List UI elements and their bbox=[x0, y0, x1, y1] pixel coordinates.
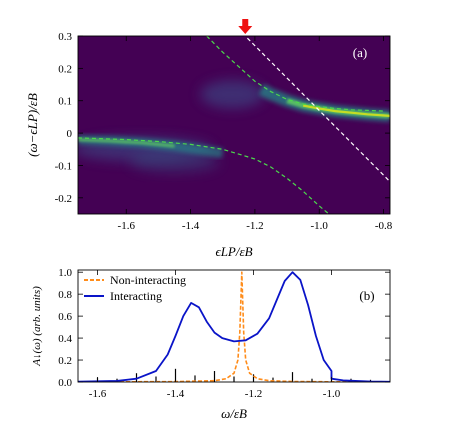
y-tick-label: 1.0 bbox=[58, 267, 72, 279]
heatmap-x-ticks: -1.6 -1.4 -1.2 -1.0 -0.8 bbox=[118, 36, 393, 232]
y-tick-label: 0.3 bbox=[58, 31, 72, 43]
y-tick-label: 0.6 bbox=[58, 311, 72, 323]
y-tick-label: -0.1 bbox=[55, 160, 72, 172]
heatmap-panel: -1.6 -1.4 -1.2 -1.0 -0.8 -0.2-0.100.10.20.3 … bbox=[25, 19, 393, 259]
y-tick-label: -0.2 bbox=[55, 193, 72, 205]
spectral-sticks bbox=[96, 368, 372, 382]
y-tick-label: 0.1 bbox=[58, 96, 72, 108]
spectral-panel: -1.6 -1.4 -1.2 -1.0 0.00.20.40.60.81.0 (b) … bbox=[31, 267, 391, 421]
x-tick-label: -0.8 bbox=[375, 220, 393, 232]
y-tick-label: 0.0 bbox=[58, 377, 72, 389]
heatmap-panel-label: (a) bbox=[353, 45, 367, 60]
legend-label-non-interacting: Non-interacting bbox=[110, 273, 186, 287]
x-tick-label: -1.2 bbox=[245, 388, 262, 400]
spectral-y-ticks: 0.0 0.2 0.4 0.6 0.8 1.0 bbox=[58, 267, 390, 389]
heatmap-axes-frame bbox=[77, 35, 391, 215]
lower-branch-core bbox=[78, 137, 175, 148]
x-tick-label: -1.2 bbox=[246, 220, 263, 232]
bare-dispersion-line bbox=[244, 36, 390, 183]
x-tick-label: -1.6 bbox=[89, 388, 107, 400]
red-arrow-marker bbox=[238, 19, 253, 34]
x-tick-label: -1.0 bbox=[323, 388, 341, 400]
series-line-non-interacting bbox=[78, 271, 390, 382]
diffuse-blob bbox=[200, 80, 265, 109]
series-line-interacting bbox=[78, 271, 390, 382]
spectral-series bbox=[78, 271, 390, 382]
heatmap-y-axis-label: (ω−ϵLP)/εB bbox=[25, 93, 40, 157]
heatmap-background bbox=[78, 36, 390, 214]
legend-label-interacting: Interacting bbox=[110, 289, 162, 303]
dispersion-lines bbox=[78, 36, 390, 214]
spectral-y-axis-label: A↓(ω) (arb. units) bbox=[31, 286, 43, 367]
spectral-axes-frame bbox=[77, 269, 391, 383]
upper-branch-line bbox=[206, 36, 384, 112]
x-tick-label: -1.0 bbox=[311, 220, 329, 232]
y-tick-label: 0.8 bbox=[58, 289, 72, 301]
lower-branch-line bbox=[78, 137, 330, 214]
y-tick-label: 0 bbox=[67, 128, 73, 140]
x-tick-label: -1.4 bbox=[167, 388, 185, 400]
spectral-x-axis-label: ω/εB bbox=[221, 406, 247, 421]
diffuse-blob bbox=[129, 152, 220, 173]
x-tick-label: -1.4 bbox=[182, 220, 200, 232]
legend: Non-interacting Interacting bbox=[84, 273, 186, 303]
heatmap-x-axis-label: ϵLP/εB bbox=[215, 244, 252, 259]
spectral-x-ticks: -1.6 -1.4 -1.2 -1.0 bbox=[89, 270, 341, 400]
heatmap-y-ticks: -0.2 -0.1 0 0.1 0.2 0.3 bbox=[55, 31, 390, 205]
y-tick-label: 0.2 bbox=[58, 63, 72, 75]
y-tick-label: 0.4 bbox=[58, 333, 72, 345]
spectral-panel-label: (b) bbox=[359, 288, 374, 303]
x-tick-label: -1.6 bbox=[118, 220, 136, 232]
y-tick-label: 0.2 bbox=[58, 355, 72, 367]
